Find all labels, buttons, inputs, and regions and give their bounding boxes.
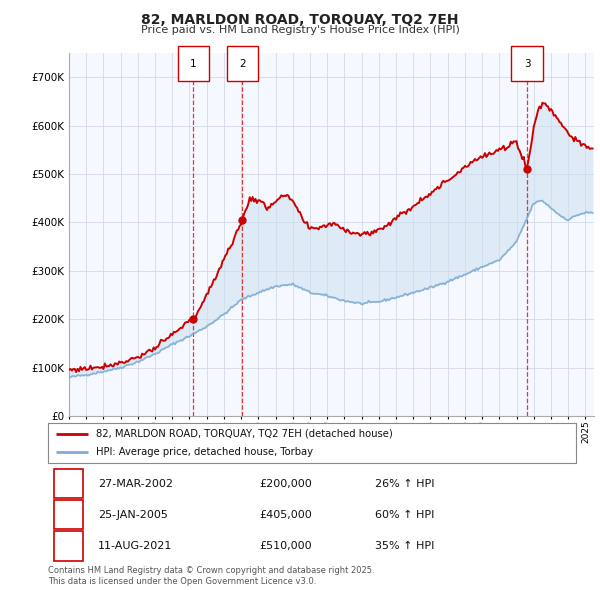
Text: 82, MARLDON ROAD, TORQUAY, TQ2 7EH: 82, MARLDON ROAD, TORQUAY, TQ2 7EH (141, 13, 459, 27)
Text: 3: 3 (65, 539, 73, 552)
Text: £510,000: £510,000 (259, 541, 312, 551)
Text: 2: 2 (65, 508, 73, 522)
Text: 27-MAR-2002: 27-MAR-2002 (98, 478, 173, 489)
Text: 11-AUG-2021: 11-AUG-2021 (98, 541, 173, 551)
FancyBboxPatch shape (55, 469, 83, 498)
FancyBboxPatch shape (55, 532, 83, 560)
Text: 2: 2 (239, 58, 245, 68)
Text: Contains HM Land Registry data © Crown copyright and database right 2025.
This d: Contains HM Land Registry data © Crown c… (48, 566, 374, 586)
FancyBboxPatch shape (55, 500, 83, 529)
Text: Price paid vs. HM Land Registry's House Price Index (HPI): Price paid vs. HM Land Registry's House … (140, 25, 460, 35)
Text: 60% ↑ HPI: 60% ↑ HPI (376, 510, 435, 520)
Text: 82, MARLDON ROAD, TORQUAY, TQ2 7EH (detached house): 82, MARLDON ROAD, TORQUAY, TQ2 7EH (deta… (95, 429, 392, 439)
Text: £405,000: £405,000 (259, 510, 312, 520)
Text: 1: 1 (65, 477, 73, 490)
Text: 1: 1 (190, 58, 197, 68)
Text: £200,000: £200,000 (259, 478, 312, 489)
Text: 35% ↑ HPI: 35% ↑ HPI (376, 541, 435, 551)
Text: HPI: Average price, detached house, Torbay: HPI: Average price, detached house, Torb… (95, 447, 313, 457)
Text: 26% ↑ HPI: 26% ↑ HPI (376, 478, 435, 489)
Text: 3: 3 (524, 58, 530, 68)
Text: 25-JAN-2005: 25-JAN-2005 (98, 510, 168, 520)
